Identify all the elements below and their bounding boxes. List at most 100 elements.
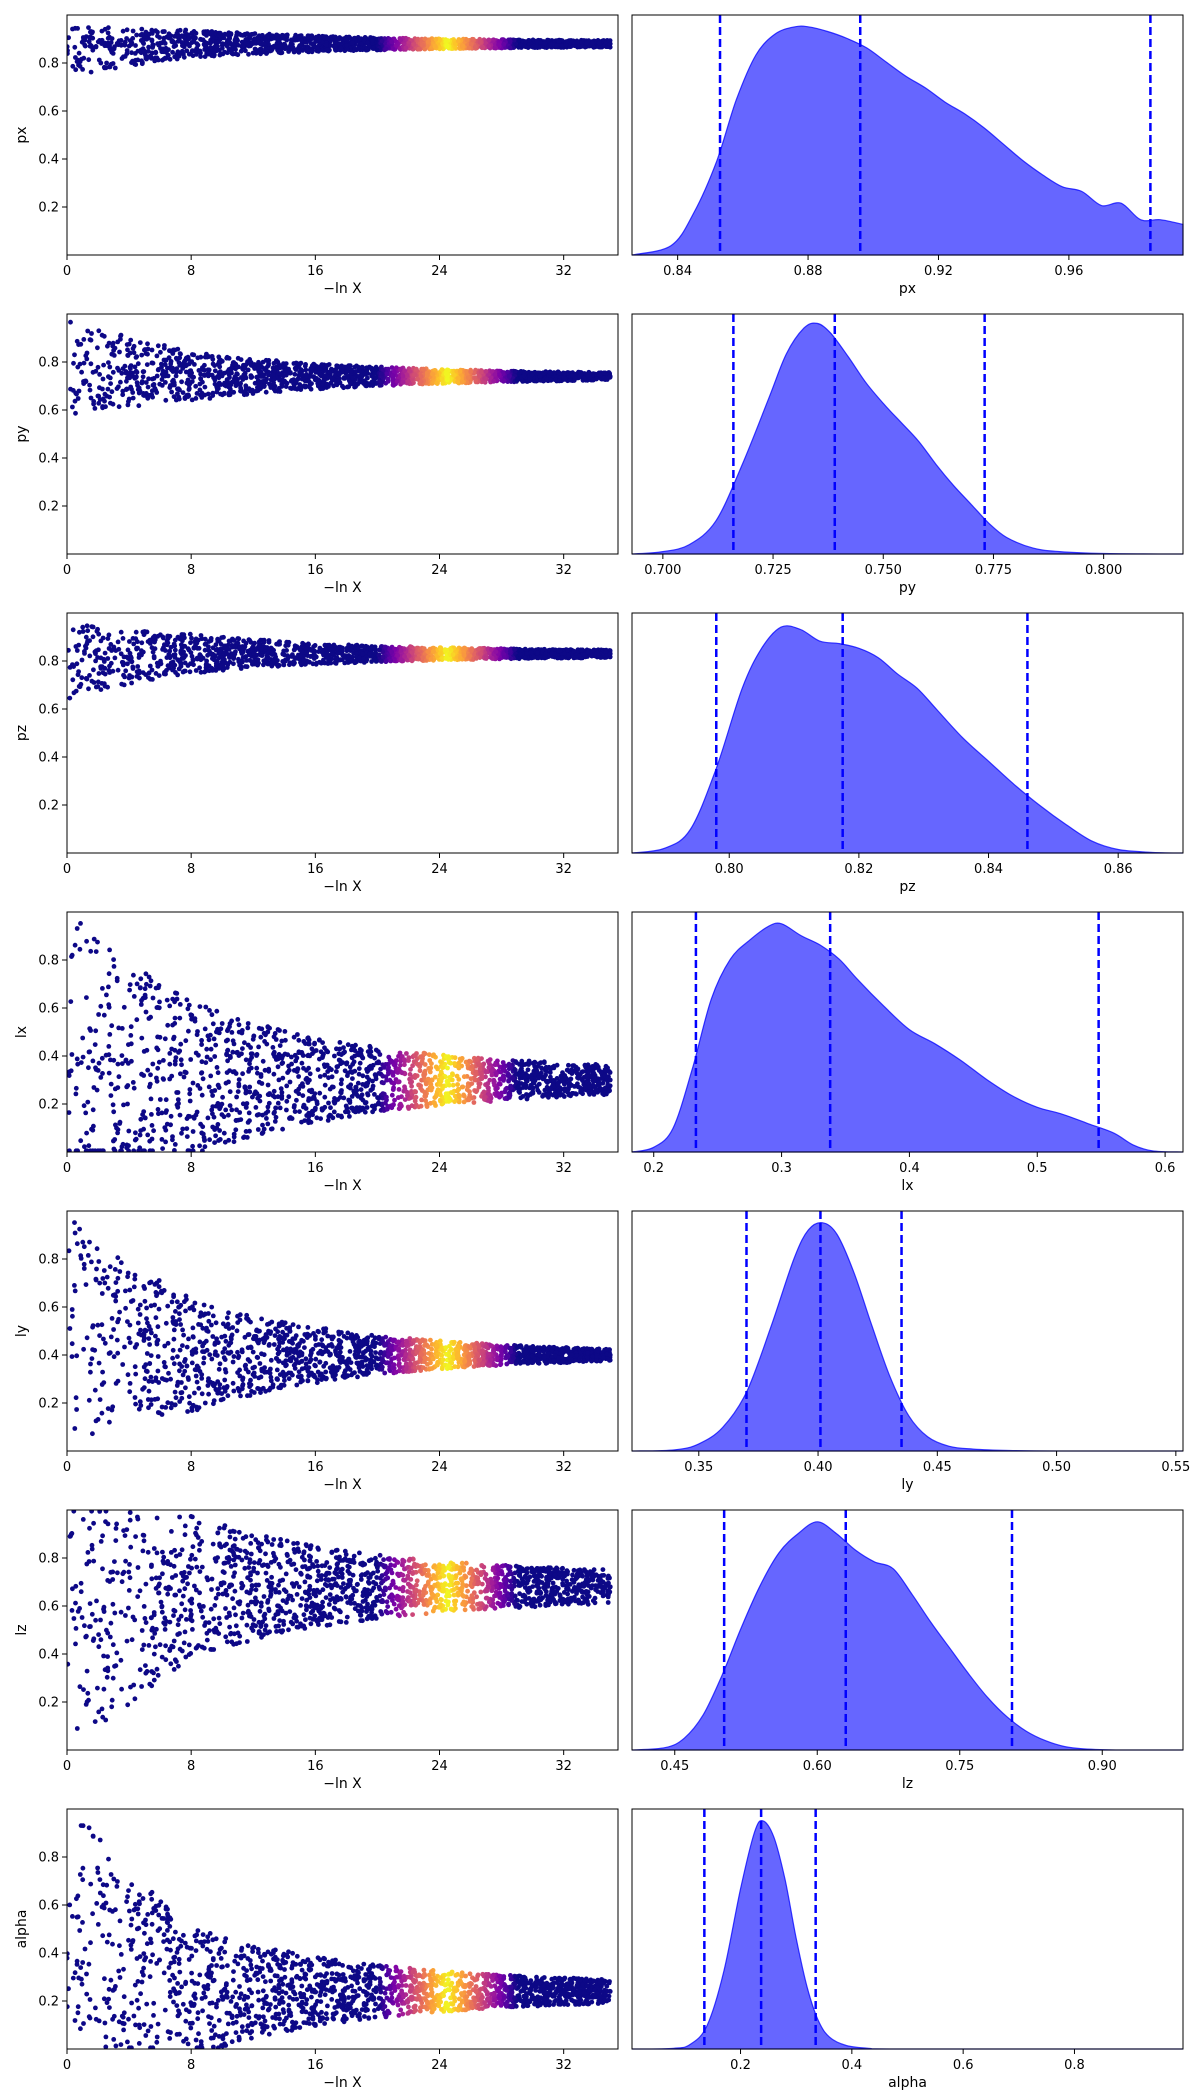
trace-point [286,366,291,372]
trace-point [217,663,223,669]
trace-point [226,647,232,652]
trace-point [190,657,196,662]
trace-point [170,369,176,374]
trace-point [233,366,239,372]
trace-point [197,49,203,54]
trace-point [267,381,272,387]
trace-point [88,361,94,367]
trace-point [193,396,199,401]
trace-point [508,656,514,662]
trace-point [193,30,199,36]
trace-point [396,375,402,380]
trace-point [143,351,149,356]
trace-point [202,384,208,390]
trace-point [162,362,168,368]
trace-point [72,398,78,404]
trace-point [171,641,177,647]
trace-point [298,387,304,392]
trace-point [205,391,211,397]
trace-point [269,46,275,51]
trace-point [130,666,136,671]
trace-point [284,380,290,386]
trace-point [581,375,587,381]
trace-point [272,368,277,374]
trace-point [179,33,185,39]
trace-point [128,384,134,390]
trace-point [202,367,207,373]
trace-point [163,55,169,61]
trace-point [569,373,575,378]
trace-point [345,365,351,371]
trace-point [354,363,359,369]
trace-point [318,386,323,391]
trace-point [206,50,212,56]
trace-point [430,371,435,377]
trace-point [99,28,105,34]
trace-panel-px: 0 8 16 24 320.20.40.60.8−ln Xpx [14,14,619,297]
trace-point [146,48,151,54]
trace-point [125,347,130,353]
trace-point [76,684,82,689]
trace-point [341,385,346,391]
trace-point [501,41,507,47]
trace-point [239,388,245,394]
trace-point [247,360,253,366]
trace-point [81,381,87,386]
trace-point [93,658,98,664]
trace-point [443,648,448,654]
trace-point [100,376,106,382]
trace-point [175,634,181,640]
trace-point [559,43,565,49]
x-tick-label: 16 [307,563,324,578]
trace-point [466,45,472,51]
trace-point [96,400,102,406]
trace-point [109,389,115,395]
trace-point [455,38,461,44]
trace-point [415,36,421,42]
trace-point [110,340,116,346]
trace-point [491,378,497,384]
trace-point [175,386,180,392]
trace-point [226,390,232,395]
trace-point [118,42,124,48]
trace-point [77,629,82,635]
trace-point [561,375,567,381]
trace-point [232,374,238,379]
trace-point [355,645,361,651]
trace-point [118,333,123,339]
trace-point [585,372,590,378]
trace-point [79,369,84,375]
trace-point [188,650,194,655]
trace-point [111,46,117,52]
trace-point [115,639,121,645]
trace-point [247,388,253,394]
trace-point [284,648,289,653]
trace-point [137,340,143,345]
trace-point [398,366,404,372]
trace-point [130,390,136,395]
trace-point [155,33,160,39]
trace-point [177,27,183,33]
trace-point [181,649,187,655]
trace-point [235,640,241,646]
x-tick-label: 0.700 [644,563,681,578]
marginal-frame [631,14,1184,256]
trace-point [230,643,236,649]
y-tick-label: 0.2 [38,201,59,216]
trace-point [106,360,111,365]
trace-point [372,657,378,662]
trace-point [199,395,205,400]
trace-point [139,26,145,32]
trace-point [227,375,232,380]
trace-point [140,374,146,380]
trace-point [180,43,185,49]
trace-point [373,375,379,380]
trace-point [97,38,102,43]
trace-point [136,668,142,674]
trace-point [129,680,135,686]
trace-point [305,48,311,54]
x-tick-label: 0.88 [794,264,823,279]
trace-point [216,370,222,376]
trace-point [557,378,562,384]
trace-point [314,376,319,381]
